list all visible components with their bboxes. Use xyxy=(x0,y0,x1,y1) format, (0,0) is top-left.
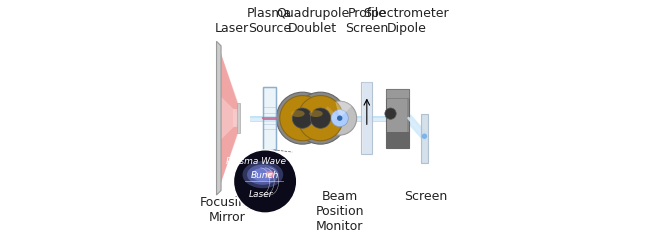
Text: Plasma
Source: Plasma Source xyxy=(247,7,292,35)
FancyBboxPatch shape xyxy=(386,132,409,148)
Circle shape xyxy=(276,92,328,144)
Text: Spectrometer
Dipole: Spectrometer Dipole xyxy=(363,7,449,35)
Circle shape xyxy=(310,108,331,128)
FancyBboxPatch shape xyxy=(386,89,409,148)
Circle shape xyxy=(323,101,357,135)
Ellipse shape xyxy=(291,110,305,117)
Circle shape xyxy=(385,108,396,119)
Ellipse shape xyxy=(242,161,283,188)
Circle shape xyxy=(422,134,427,139)
Wedge shape xyxy=(323,106,340,122)
FancyBboxPatch shape xyxy=(263,87,276,150)
Text: Quadrupole
Doublet: Quadrupole Doublet xyxy=(276,7,349,35)
FancyBboxPatch shape xyxy=(250,118,405,121)
Polygon shape xyxy=(220,50,238,186)
Wedge shape xyxy=(335,101,352,118)
Circle shape xyxy=(292,108,313,128)
Ellipse shape xyxy=(247,165,279,185)
Polygon shape xyxy=(237,104,240,133)
Polygon shape xyxy=(220,123,238,186)
Circle shape xyxy=(337,115,343,121)
Polygon shape xyxy=(233,109,238,127)
Ellipse shape xyxy=(252,168,274,182)
FancyBboxPatch shape xyxy=(387,90,408,146)
Circle shape xyxy=(280,96,325,141)
FancyBboxPatch shape xyxy=(361,82,372,154)
Ellipse shape xyxy=(265,171,274,178)
Polygon shape xyxy=(421,114,428,163)
Text: Laser: Laser xyxy=(248,190,273,199)
Text: Profile
Screen: Profile Screen xyxy=(345,7,389,35)
Ellipse shape xyxy=(267,173,272,176)
FancyBboxPatch shape xyxy=(363,82,372,154)
Polygon shape xyxy=(220,50,238,114)
Text: Laser: Laser xyxy=(215,22,249,35)
Ellipse shape xyxy=(309,110,323,117)
Circle shape xyxy=(331,110,348,127)
FancyBboxPatch shape xyxy=(386,89,409,98)
Circle shape xyxy=(233,150,297,213)
FancyBboxPatch shape xyxy=(250,116,405,122)
Text: Bunch: Bunch xyxy=(251,171,280,180)
Text: Screen: Screen xyxy=(404,190,448,204)
Text: Focusing
Mirror: Focusing Mirror xyxy=(200,196,255,224)
Circle shape xyxy=(298,96,343,141)
FancyBboxPatch shape xyxy=(302,109,320,127)
Text: Beam
Position
Monitor: Beam Position Monitor xyxy=(315,190,364,234)
Text: Plasma Wave: Plasma Wave xyxy=(226,157,286,166)
Polygon shape xyxy=(216,41,221,195)
Circle shape xyxy=(294,92,346,144)
